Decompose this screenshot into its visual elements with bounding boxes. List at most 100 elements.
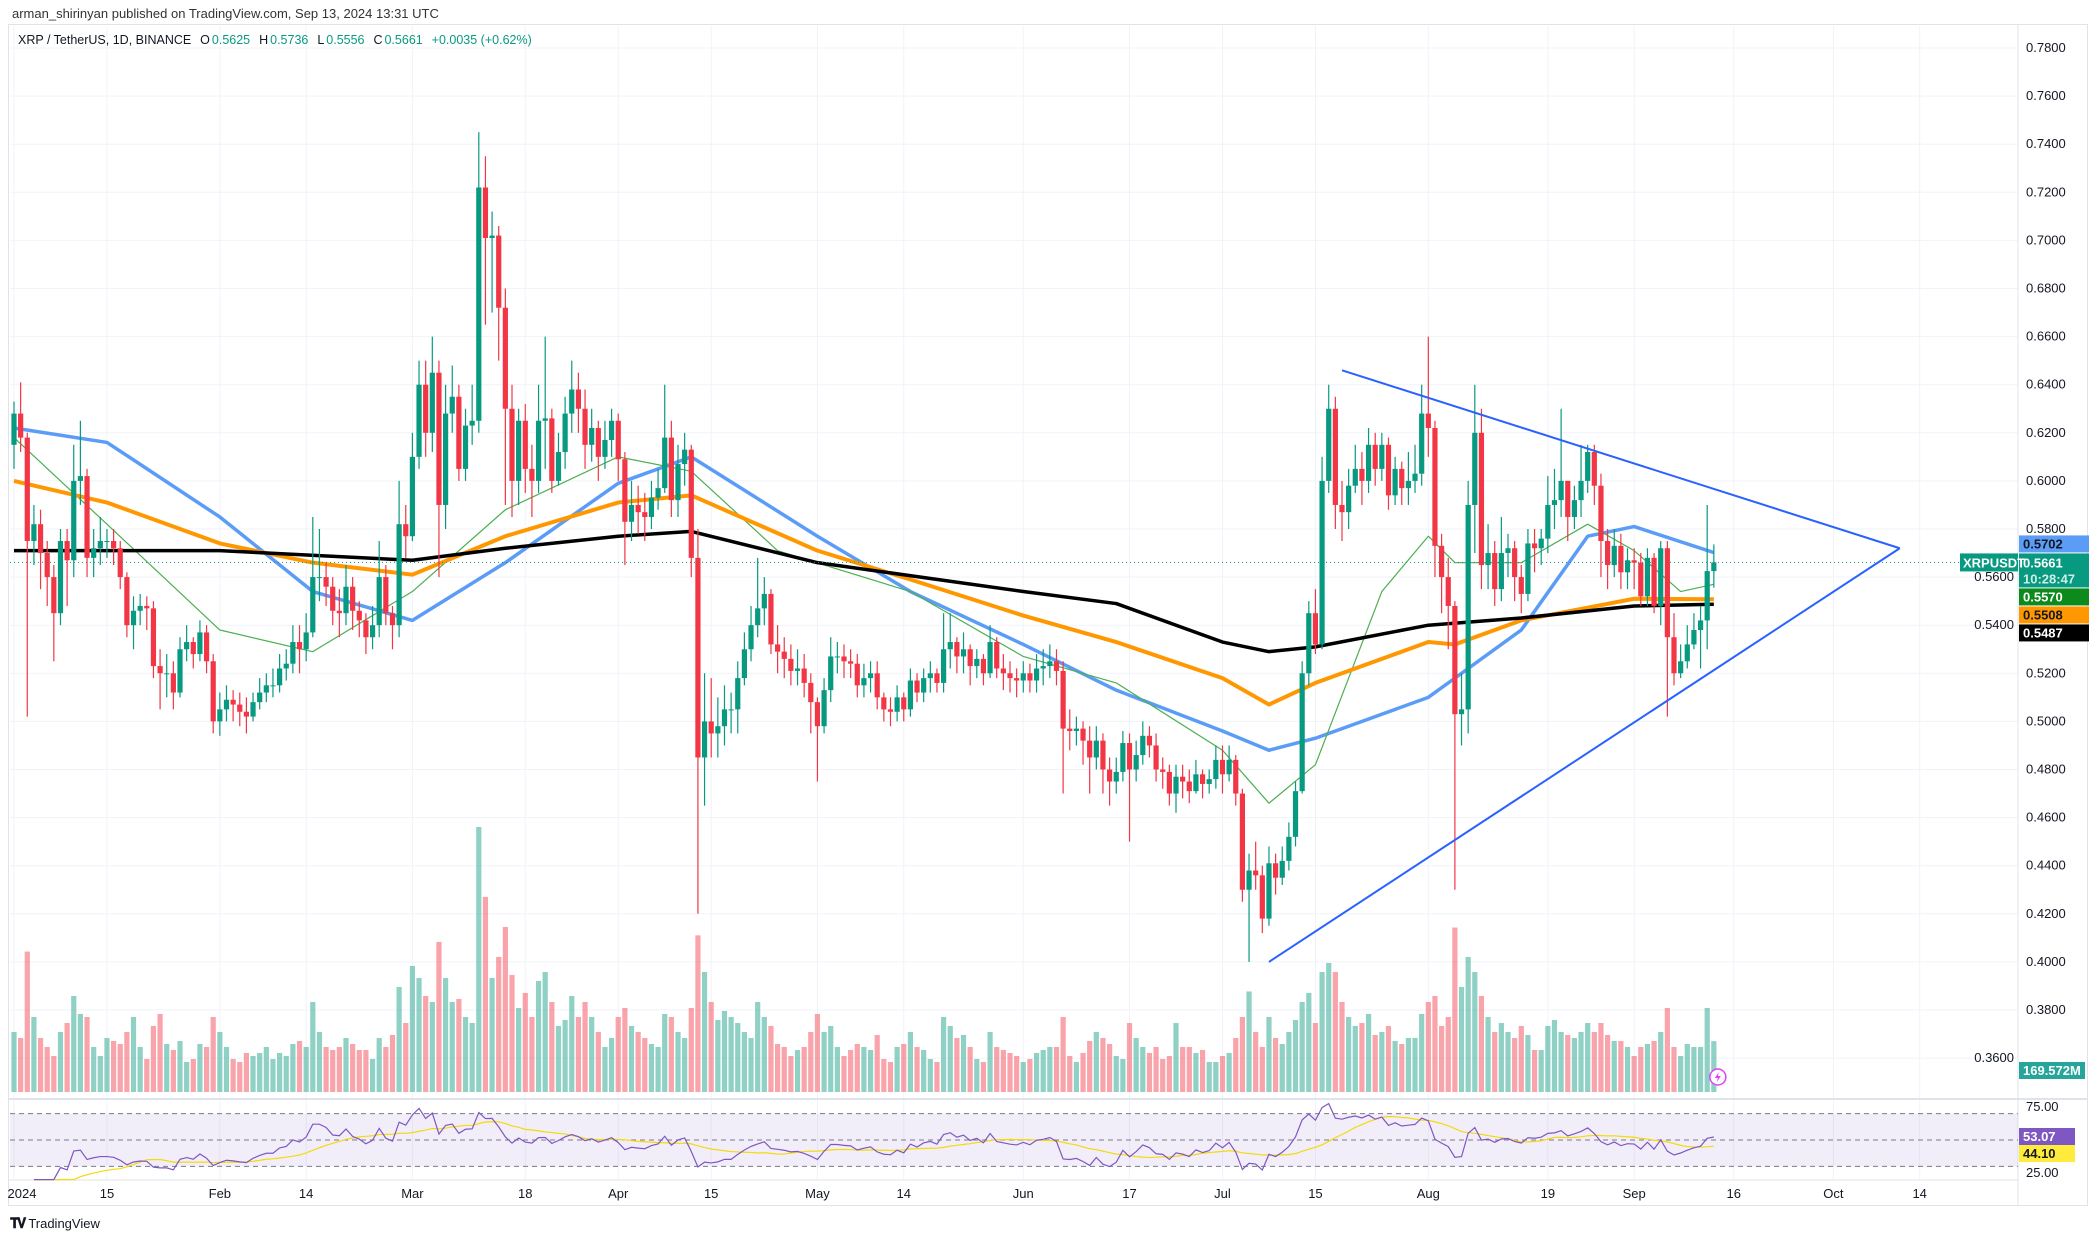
candle-body [1279, 860, 1285, 878]
candle-body [648, 497, 655, 517]
time-tick-label: 17 [1122, 1186, 1136, 1201]
candle-body [974, 658, 980, 667]
candle-body [1067, 728, 1073, 732]
candle-body [1638, 562, 1644, 597]
candle-body [71, 480, 77, 561]
candle-body [1618, 545, 1624, 573]
candle-body [555, 452, 562, 481]
candle-body [708, 721, 714, 734]
volume-bar [1306, 992, 1312, 1092]
candle-body [1651, 557, 1657, 606]
candle-body [741, 649, 747, 679]
volume-bar [1126, 1022, 1133, 1092]
candle-body [456, 396, 462, 469]
candle-body [615, 420, 621, 460]
candle-body [841, 656, 847, 662]
volume-bar [894, 1046, 900, 1092]
candle-body [1538, 538, 1544, 549]
candle-body [1385, 444, 1392, 496]
candle-body [1518, 577, 1524, 594]
volume-bar [104, 1037, 110, 1092]
candle-body [290, 642, 296, 664]
candle-body [934, 673, 940, 683]
volume-bar [416, 977, 422, 1092]
price-tick-label: 0.3800 [2026, 1002, 2066, 1017]
candle-body [330, 586, 336, 611]
volume-bar [1565, 1034, 1571, 1092]
candle-body [157, 666, 163, 674]
candle-body [1478, 432, 1485, 566]
volume-bar [542, 971, 548, 1092]
candle-body [1458, 709, 1465, 715]
symbol-legend: XRP / TetherUS, 1D, BINANCE O 0.5625 H 0.5… [18, 33, 534, 47]
candle-body [1671, 637, 1677, 674]
ma-green-tag-bg [2019, 588, 2089, 606]
volume-bar [343, 1037, 349, 1092]
price-tick-label: 0.3600 [1974, 1050, 2014, 1065]
symbol-title[interactable]: XRP / TetherUS, 1D, BINANCE [18, 33, 192, 47]
volume-bar [1678, 1055, 1684, 1092]
volume-bar [867, 1049, 874, 1092]
volume-bar [429, 1001, 435, 1092]
publisher-line: arman_shirinyan published on TradingView… [12, 6, 439, 21]
volume-bar [721, 1010, 728, 1092]
volume-bar [170, 1049, 176, 1092]
tradingview-logo[interactable]: 𝐓𝐕 TradingView [10, 1215, 100, 1232]
candle-body [562, 413, 568, 453]
volume-bar [1093, 1031, 1099, 1092]
candle-body [263, 685, 269, 693]
candle-body [1033, 668, 1040, 681]
candle-body [788, 658, 794, 671]
volume-bar [1246, 991, 1252, 1092]
candle-body [582, 408, 588, 445]
volume-bar [1100, 1037, 1106, 1092]
candle-body [1219, 759, 1226, 775]
candle-body [1691, 630, 1697, 645]
candle-body [409, 456, 415, 537]
candle-body [1120, 743, 1126, 772]
volume-bar [509, 974, 515, 1092]
volume-bar [11, 1031, 17, 1092]
volume-bar [887, 1061, 894, 1092]
volume-bar [675, 1031, 681, 1092]
volume-bar [1518, 1025, 1524, 1092]
candle-body [575, 389, 581, 409]
candle-body [144, 605, 150, 609]
candle-body [1405, 480, 1411, 489]
volume-bar [615, 1016, 621, 1092]
candle-body [469, 420, 475, 426]
volume-bar [1286, 1031, 1292, 1092]
candle-body [462, 425, 469, 469]
time-tick-label: Jul [1214, 1186, 1231, 1201]
high-label: H [259, 33, 269, 47]
candle-body [177, 649, 183, 693]
candle-body [1292, 791, 1299, 837]
candle-body [1399, 468, 1405, 489]
volume-bar [728, 1016, 734, 1092]
ma-green-line [13, 437, 1714, 804]
candle-body [622, 459, 628, 522]
candle-body [257, 692, 263, 703]
volume-bar [1273, 1037, 1279, 1092]
volume-bar [1219, 1055, 1226, 1092]
candle-body [197, 632, 203, 655]
time-tick-label: May [805, 1186, 830, 1201]
volume-bar [263, 1046, 269, 1092]
volume-bar [901, 1043, 907, 1092]
candle-body [184, 642, 190, 650]
volume-bar [1365, 1013, 1372, 1092]
candle-body [728, 709, 734, 711]
volume-bar [150, 1025, 157, 1092]
volume-bar [1133, 1037, 1139, 1092]
candle-body [449, 396, 455, 414]
candle-body [1565, 480, 1571, 517]
volume-bar [1339, 1001, 1345, 1092]
volume-bar [1571, 1037, 1577, 1092]
volume-bar [476, 827, 482, 1092]
candle-body [443, 413, 449, 505]
volume-bar [456, 998, 462, 1092]
volume-bar [934, 1061, 940, 1092]
volume-bar [1379, 1031, 1385, 1092]
volume-bar [682, 1037, 688, 1092]
